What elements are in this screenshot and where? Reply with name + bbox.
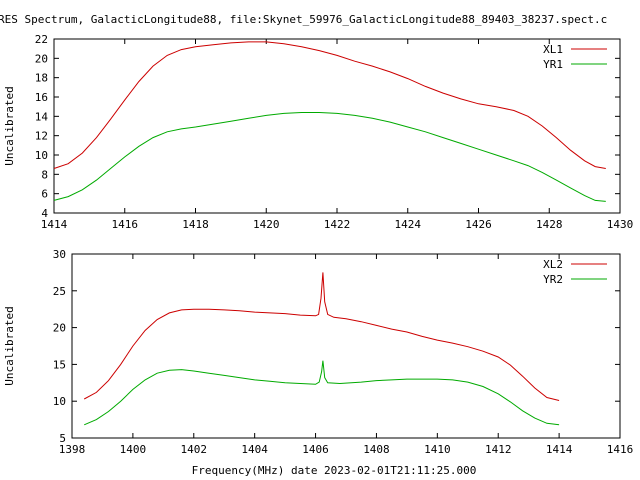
x-tick-label: 1424 [395, 218, 422, 231]
y-tick-label: 12 [35, 130, 48, 143]
series-line-xl2 [83, 272, 560, 401]
y-tick-label: 10 [53, 395, 66, 408]
y-tick-label: 20 [35, 52, 48, 65]
x-tick-label: 1426 [465, 218, 492, 231]
y-axis-label: Uncalibrated [3, 86, 16, 165]
top-spectrum-panel: 1414 1416 1418 1420 1422 1424 1426 1428 14304681… [3, 33, 633, 231]
series-line-xl1 [53, 41, 606, 169]
y-axis-label: Uncalibrated [3, 306, 16, 385]
y-tick-label: 8 [41, 168, 48, 181]
y-tick-label: 18 [35, 72, 48, 85]
x-tick-label: 1418 [182, 218, 209, 231]
x-tick-label: 1402 [181, 443, 208, 456]
x-tick-label: 1422 [324, 218, 351, 231]
x-tick-label: 1406 [302, 443, 329, 456]
y-tick-label: 20 [53, 322, 66, 335]
x-tick-label: 1428 [536, 218, 563, 231]
x-tick-label: 1414 [41, 218, 68, 231]
x-tick-label: 1416 [112, 218, 139, 231]
x-tick-label: 1430 [607, 218, 634, 231]
legend-label: YR1 [543, 58, 563, 71]
bottom-spectrum-panel: 1398 1400 1402 1404 1406 1408 1410 1412 1414 1416… [3, 248, 633, 456]
x-axis-label: Frequency(MHz) date 2023-02-01T21:11:25.… [192, 464, 477, 477]
x-tick-label: 1404 [241, 443, 268, 456]
x-tick-label: 1408 [363, 443, 390, 456]
legend-label: YR2 [543, 273, 563, 286]
x-tick-label: 1414 [546, 443, 573, 456]
legend-label: XL1 [543, 43, 563, 56]
y-tick-label: 16 [35, 91, 48, 104]
x-tick-label: 1412 [485, 443, 512, 456]
series-line-yr2 [84, 360, 560, 426]
x-tick-label: 1398 [59, 443, 86, 456]
x-tick-label: 1416 [607, 443, 634, 456]
y-tick-label: 14 [35, 110, 49, 123]
y-tick-label: 22 [35, 33, 48, 46]
y-tick-label: 10 [35, 149, 48, 162]
x-tick-label: 1410 [424, 443, 451, 456]
y-tick-label: 4 [41, 207, 48, 220]
y-tick-label: 30 [53, 248, 66, 261]
y-tick-label: 25 [53, 285, 66, 298]
series-line-yr1 [53, 112, 606, 202]
x-tick-label: 1400 [120, 443, 147, 456]
plot-frame [53, 38, 621, 214]
legend-label: XL2 [543, 258, 563, 271]
y-tick-label: 5 [59, 432, 66, 445]
y-tick-label: 6 [41, 188, 48, 201]
x-tick-label: 1420 [253, 218, 280, 231]
y-tick-label: 15 [53, 358, 66, 371]
plot-frame [71, 253, 621, 439]
figure-title: RES Spectrum, GalacticLongitude88, file:… [0, 13, 607, 26]
